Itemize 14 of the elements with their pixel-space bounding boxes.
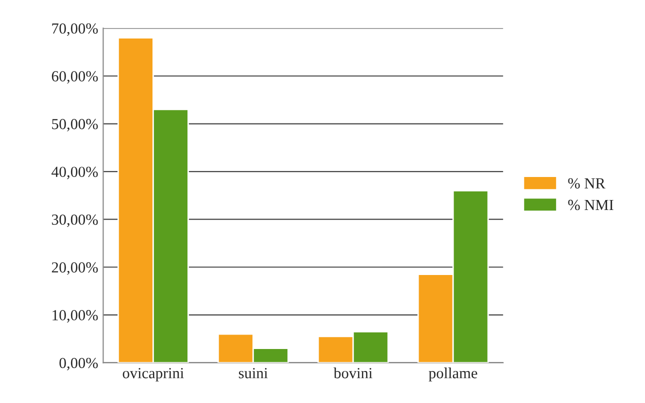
y-tick-label: 20,00% (52, 262, 98, 275)
y-tick-label: 70,00% (52, 23, 98, 36)
x-tick-label: pollame (428, 368, 478, 382)
y-tick-label: 30,00% (52, 214, 98, 227)
y-tick-label: 0,00% (59, 358, 98, 370)
y-tick-label: 60,00% (52, 71, 98, 84)
legend-label: % NMI (568, 200, 614, 210)
x-tick-label: suini (238, 368, 268, 378)
y-tick-label: 40,00% (52, 166, 98, 180)
x-tick-label: ovicaprini (122, 368, 184, 382)
x-tick-label: bovini (334, 368, 372, 378)
legend-label: % NR (568, 178, 606, 189)
y-tick-label: 50,00% (52, 118, 98, 132)
y-tick-label: 10,00% (52, 310, 98, 323)
